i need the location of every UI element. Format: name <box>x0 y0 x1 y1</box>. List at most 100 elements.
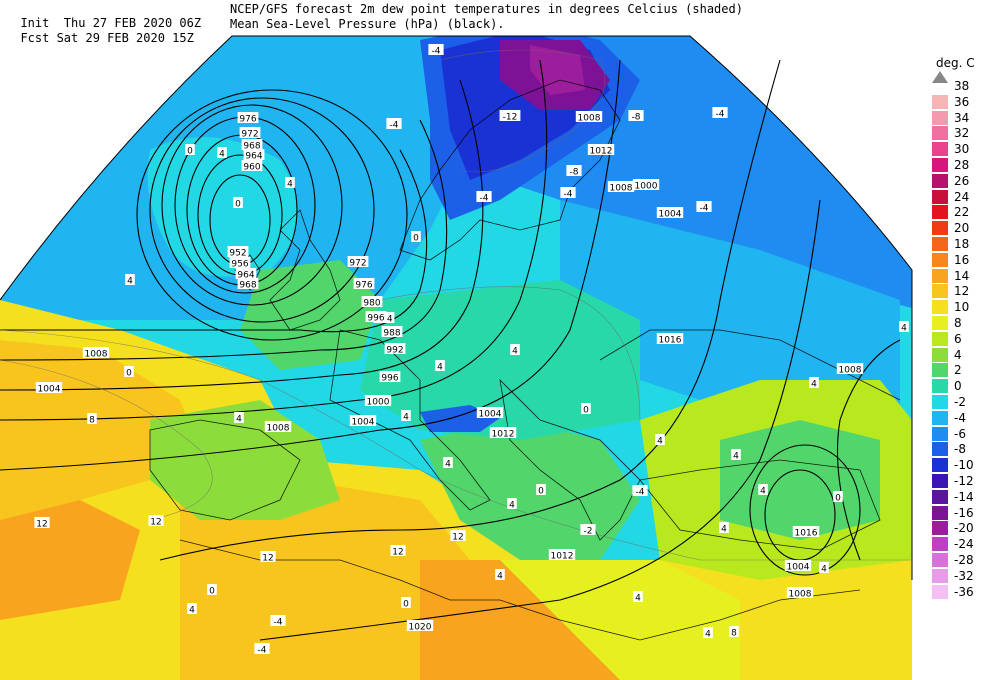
legend-label: -32 <box>954 568 974 583</box>
legend-swatch <box>932 221 948 236</box>
dewpoint-label: 8 <box>87 413 97 426</box>
legend-label: 14 <box>954 268 970 283</box>
svg-text:1016: 1016 <box>659 336 682 346</box>
dewpoint-label: 8 <box>729 626 739 639</box>
isobar-label: 980 <box>361 296 383 309</box>
turkey-green-field <box>720 420 880 540</box>
svg-text:964: 964 <box>245 152 262 162</box>
svg-text:4: 4 <box>721 525 727 535</box>
svg-text:0: 0 <box>583 406 589 416</box>
svg-text:1012: 1012 <box>551 552 574 562</box>
svg-text:4: 4 <box>901 324 907 334</box>
legend-row: -16 <box>932 505 1000 521</box>
svg-text:-12: -12 <box>503 113 518 123</box>
isobar-label: 968 <box>237 278 259 291</box>
isobar-label: 1004 <box>476 407 504 420</box>
legend-swatch <box>932 331 948 346</box>
north-africa-yellowgreen-field <box>500 560 740 680</box>
legend-label: -10 <box>954 458 974 473</box>
svg-text:0: 0 <box>209 587 215 597</box>
isobar-label: 996 <box>379 371 401 384</box>
isobar-label: 1008 <box>575 111 603 124</box>
legend-swatch <box>932 173 948 188</box>
dewpoint-label: 0 <box>207 584 217 597</box>
legend-swatch <box>932 268 948 283</box>
legend-row: -12 <box>932 473 1000 489</box>
legend-swatch <box>932 474 948 488</box>
legend-row: -28 <box>932 552 1000 568</box>
isobar-label: 1016 <box>656 333 684 346</box>
legend-swatch <box>932 300 948 315</box>
legend-label: -12 <box>954 474 974 488</box>
legend-label: 2 <box>954 363 962 378</box>
legend-row: 8 <box>932 315 1000 331</box>
svg-text:0: 0 <box>187 147 193 157</box>
svg-text:1008: 1008 <box>85 350 108 360</box>
dewpoint-label: 4 <box>719 522 729 535</box>
svg-text:4: 4 <box>287 180 293 190</box>
legend-swatch <box>932 252 948 267</box>
svg-text:1012: 1012 <box>590 147 613 157</box>
legend-label: 28 <box>954 158 970 172</box>
legend-label: -24 <box>954 537 974 552</box>
legend-swatch <box>932 505 948 520</box>
legend-label: -20 <box>954 521 974 536</box>
isobar-label: 976 <box>353 278 375 291</box>
dewpoint-label: 12 <box>450 530 466 543</box>
svg-text:4: 4 <box>219 150 225 160</box>
svg-text:-8: -8 <box>570 168 579 178</box>
legend-label: 8 <box>954 316 962 330</box>
legend-row: 14 <box>932 268 1000 284</box>
svg-text:1004: 1004 <box>479 410 502 420</box>
svg-text:1004: 1004 <box>352 418 375 428</box>
svg-text:-2: -2 <box>584 527 593 537</box>
svg-text:980: 980 <box>363 299 380 309</box>
dewpoint-label: -4 <box>476 191 492 204</box>
isobar-label: 988 <box>381 326 403 339</box>
legend-label: 32 <box>954 126 970 141</box>
legend-row: 12 <box>932 283 1000 299</box>
isobar-label: 968 <box>241 139 263 152</box>
legend-swatch <box>932 205 948 220</box>
svg-text:12: 12 <box>452 533 463 543</box>
dewpoint-label: 4 <box>758 484 768 497</box>
legend-label: 12 <box>954 284 970 299</box>
isobar-label: 1008 <box>607 181 635 194</box>
dewpoint-label: 12 <box>260 551 276 564</box>
legend-row: 2 <box>932 362 1000 378</box>
dewpoint-label: -8 <box>566 165 582 178</box>
svg-text:1020: 1020 <box>409 623 432 633</box>
legend-label: 22 <box>954 205 970 220</box>
svg-text:0: 0 <box>538 487 544 497</box>
legend-label: -14 <box>954 489 974 504</box>
dewpoint-label: -4 <box>632 485 648 498</box>
legend-label: 16 <box>954 252 970 267</box>
svg-text:968: 968 <box>239 281 256 291</box>
dewpoint-label: 4 <box>510 344 520 357</box>
svg-text:0: 0 <box>413 234 419 244</box>
svg-text:972: 972 <box>241 130 258 140</box>
legend-swatch <box>932 126 948 141</box>
svg-text:-4: -4 <box>480 194 489 204</box>
svg-text:4: 4 <box>821 565 827 575</box>
svg-text:996: 996 <box>367 314 384 324</box>
dewpoint-label: -4 <box>254 643 270 656</box>
legend-swatch <box>932 94 948 109</box>
legend-label: 34 <box>954 110 970 125</box>
svg-text:4: 4 <box>512 347 518 357</box>
dewpoint-label: -4 <box>712 107 728 120</box>
legend-swatch <box>932 410 948 425</box>
dewpoint-label: 4 <box>217 147 227 160</box>
svg-text:960: 960 <box>243 163 260 173</box>
svg-text:1008: 1008 <box>789 590 812 600</box>
dewpoint-label: 4 <box>435 360 445 373</box>
svg-text:4: 4 <box>760 487 766 497</box>
legend-swatch <box>932 395 948 409</box>
svg-text:4: 4 <box>509 501 515 511</box>
legend-row: -10 <box>932 457 1000 473</box>
svg-text:4: 4 <box>657 437 663 447</box>
isobar-label: 960 <box>241 160 263 173</box>
legend-label: 24 <box>954 189 970 204</box>
svg-text:12: 12 <box>150 518 161 528</box>
svg-text:1008: 1008 <box>610 184 633 194</box>
